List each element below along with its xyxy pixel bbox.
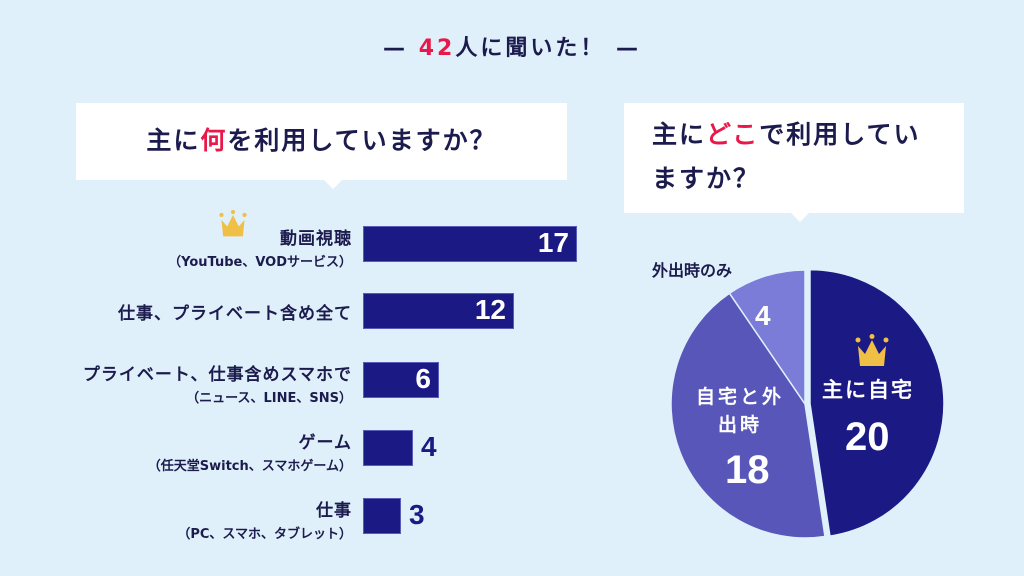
- category-name: 仕事、プライベート含め全て: [118, 304, 352, 324]
- category-name: 動画視聴: [280, 229, 352, 249]
- bar: [363, 362, 439, 398]
- bar: [363, 226, 577, 262]
- bar-value-label: 17: [537, 227, 569, 258]
- bar: [363, 293, 514, 329]
- pie-value-outside: 4: [755, 300, 771, 331]
- header-title: — 42人に聞いた！ —: [383, 36, 641, 61]
- pie-slice: [670, 292, 826, 539]
- pie-label-both: 自宅と外出時: [695, 386, 784, 436]
- left-question: 主に何を利用していますか？: [146, 126, 497, 155]
- pie-value-home: 20: [845, 415, 890, 459]
- right-question-callout: 主にどこで利用していますか？: [624, 103, 964, 222]
- bar: [363, 498, 401, 534]
- pie-slice: [809, 268, 945, 537]
- pie-label-outside: 外出時のみ: [652, 261, 733, 280]
- category-sub: （任天堂Switch、スマホゲーム）: [147, 459, 352, 474]
- bar-category-label: 仕事、プライベート含め全て: [118, 299, 352, 324]
- bar-category-label: 動画視聴 （YouTube、VODサービス）: [168, 224, 352, 270]
- category-sub: （ニュース、LINE、SNS）: [186, 391, 352, 406]
- bar: [363, 430, 413, 466]
- pie-slice: [728, 269, 806, 407]
- crown-icon: [855, 334, 889, 366]
- category-name: 仕事: [316, 501, 352, 521]
- bar-value-label: 6: [415, 363, 431, 394]
- bar-value-label: 12: [474, 294, 506, 325]
- pie-value-both: 18: [725, 448, 770, 492]
- bar-category-label: ゲーム （任天堂Switch、スマホゲーム）: [148, 428, 352, 474]
- right-question: 主にどこで利用していますか？: [652, 120, 921, 193]
- bar-value-label: 3: [409, 499, 425, 530]
- crown-icon: [219, 210, 247, 237]
- category-sub: （PC、スマホ、タブレット）: [177, 527, 352, 542]
- bar-category-label: プライベート、仕事含めスマホで （ニュース、LINE、SNS）: [83, 360, 352, 406]
- pie-label-home: 主に自宅: [822, 378, 914, 402]
- bar-category-label: 仕事 （PC、スマホ、タブレット）: [177, 496, 352, 542]
- category-name: プライベート、仕事含めスマホで: [82, 365, 352, 385]
- category-name: ゲーム: [298, 433, 352, 453]
- category-sub: （YouTube、VODサービス）: [168, 255, 352, 270]
- left-question-callout: 主に何を利用していますか？: [76, 103, 567, 189]
- bar-value-label: 4: [421, 431, 437, 462]
